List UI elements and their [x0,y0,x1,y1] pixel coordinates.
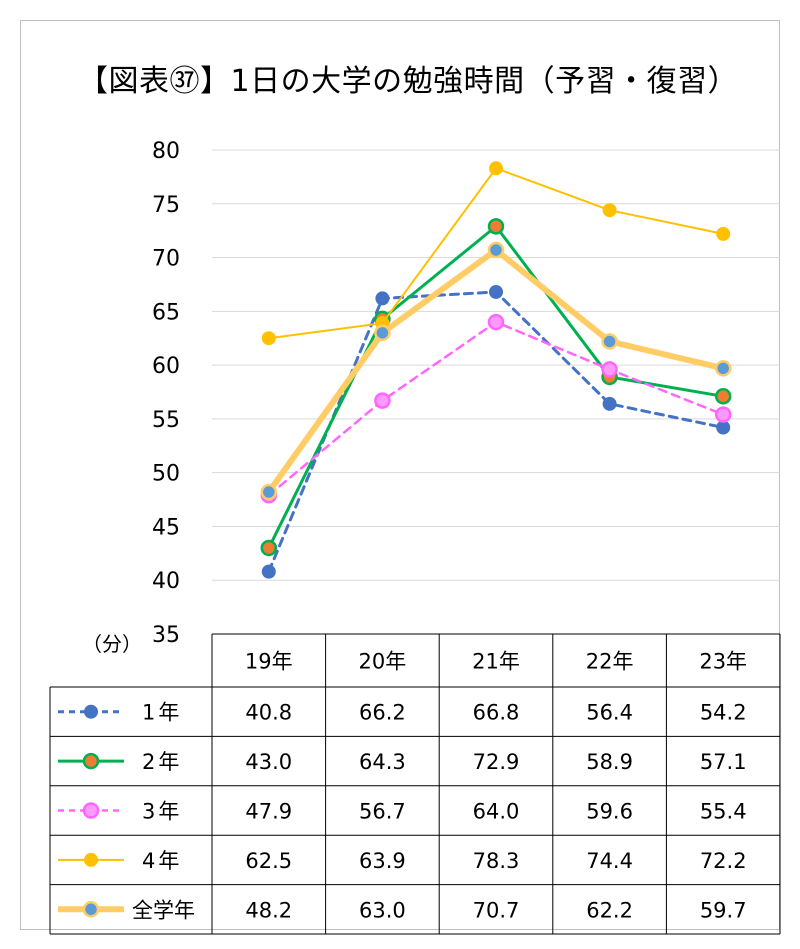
y-tick-label: 65 [152,300,180,325]
legend-key-marker [84,852,98,867]
x-category-label: 22年 [586,650,634,674]
data-point [375,291,390,306]
chart-frame [20,20,780,930]
data-point [714,406,732,423]
legend-key-marker [82,752,100,770]
y-tick-label: 40 [152,569,180,594]
data-point [260,539,278,557]
data-label: 59.7 [700,898,747,922]
data-label: 78.3 [473,849,520,873]
legend-series-name: 3年 [142,800,182,824]
data-label: 64.3 [359,750,406,774]
y-tick-label: 45 [152,515,180,540]
data-label: 58.9 [586,750,633,774]
data-label: 66.2 [359,701,406,725]
data-point [716,226,731,241]
data-point [602,396,617,411]
data-point [487,218,505,235]
data-point [260,483,278,501]
data-label: 72.9 [473,750,520,774]
data-label: 55.4 [700,800,747,824]
data-label: 57.1 [700,750,747,774]
data-label: 72.2 [700,849,747,873]
data-label: 56.7 [359,800,406,824]
chart-title: 【図表㊲】1日の大学の勉強時間（予習・復習） [78,64,739,99]
data-point [487,241,505,259]
data-point [714,360,732,377]
series-line-1 [267,290,725,574]
data-label: 70.7 [473,898,520,922]
data-point [714,388,732,405]
series-line-2 [267,224,725,550]
y-tick-label: 75 [152,193,180,218]
y-tick-label: 55 [152,408,180,433]
data-label: 64.0 [473,800,520,824]
data-point [374,324,391,342]
y-tick-label: 50 [152,462,180,487]
unit-label: （分） [82,632,142,656]
data-label: 47.9 [245,800,292,824]
data-label: 40.8 [245,701,292,725]
data-label: 43.0 [245,750,292,774]
data-label: 63.0 [359,898,406,922]
x-category-label: 21年 [472,650,520,674]
data-label: 54.2 [700,701,747,725]
legend-key-marker [82,802,100,819]
data-label: 56.4 [586,701,633,725]
y-tick-label: 60 [152,354,180,379]
data-point [601,333,618,350]
legend-key-marker [82,901,100,918]
data-point [261,331,276,346]
data-point [487,313,505,331]
data-point [374,392,391,409]
data-point [261,564,276,579]
data-label: 66.8 [473,701,520,725]
data-label: 63.9 [359,849,406,873]
legend-key-marker [84,704,98,719]
data-label: 62.2 [586,898,633,922]
y-tick-label: 35 [152,623,180,648]
data-point [489,161,503,176]
data-label: 59.6 [586,800,633,824]
data-point [716,420,731,435]
data-label: 74.4 [586,849,633,873]
legend-series-name: 全学年 [132,898,195,922]
data-point [601,361,618,378]
y-tick-label: 70 [152,247,180,272]
data-point [602,203,617,218]
x-category-label: 20年 [359,650,407,674]
data-label: 62.5 [245,849,292,873]
y-tick-label: 80 [152,139,180,164]
x-category-label: 19年 [245,650,293,674]
data-label: 48.2 [245,898,292,922]
data-point [489,284,503,299]
legend-series-name: 4年 [142,849,182,873]
legend-series-name: 2年 [142,750,182,774]
legend-series-name: 1年 [142,701,182,725]
x-category-label: 23年 [699,650,747,674]
